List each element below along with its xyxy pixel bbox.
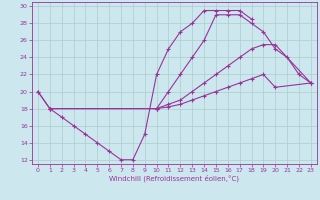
X-axis label: Windchill (Refroidissement éolien,°C): Windchill (Refroidissement éolien,°C) bbox=[109, 175, 239, 182]
